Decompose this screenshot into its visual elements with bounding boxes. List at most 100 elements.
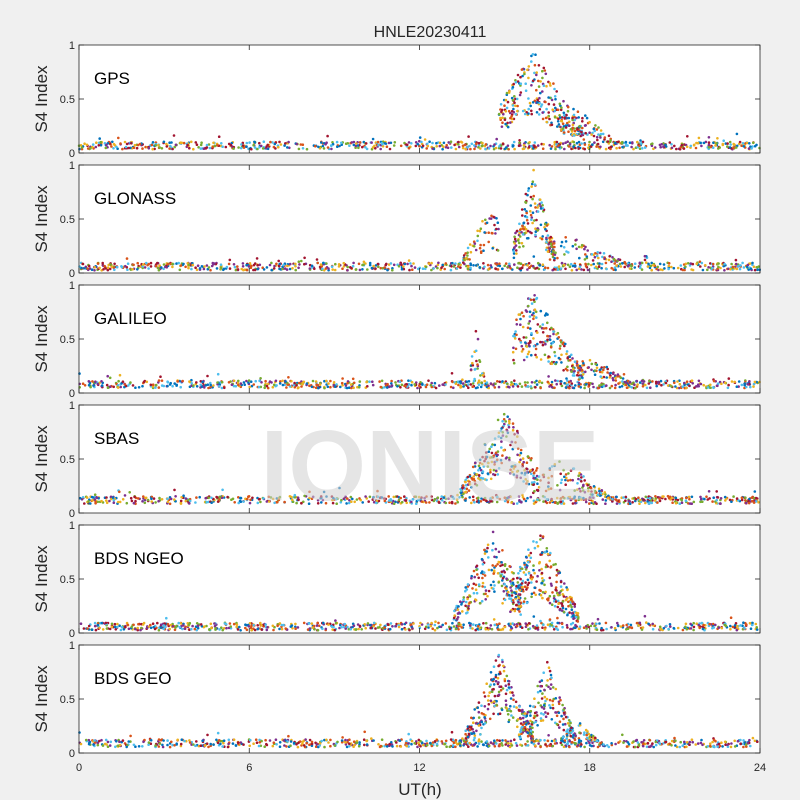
baseline-point bbox=[366, 268, 369, 271]
baseline-point bbox=[364, 146, 367, 149]
baseline-point bbox=[524, 622, 527, 625]
baseline-point bbox=[200, 385, 204, 389]
burst-point bbox=[549, 84, 552, 87]
burst-point bbox=[522, 227, 526, 231]
baseline-point bbox=[257, 498, 261, 501]
burst-point bbox=[529, 204, 533, 207]
baseline-point bbox=[168, 383, 172, 386]
baseline-point bbox=[126, 262, 130, 266]
baseline-point bbox=[251, 496, 254, 500]
baseline-point bbox=[247, 381, 250, 384]
baseline-point bbox=[561, 625, 564, 629]
baseline-point bbox=[598, 384, 601, 387]
baseline-point bbox=[108, 376, 112, 380]
burst-point bbox=[593, 369, 597, 372]
baseline-point bbox=[691, 262, 695, 266]
baseline-point bbox=[647, 622, 650, 626]
baseline-point bbox=[314, 144, 317, 148]
baseline-point bbox=[644, 495, 648, 499]
baseline-point bbox=[597, 265, 601, 269]
baseline-point bbox=[87, 383, 91, 387]
baseline-point bbox=[670, 496, 674, 500]
baseline-point bbox=[95, 496, 99, 500]
baseline-point bbox=[473, 147, 476, 151]
burst-point bbox=[595, 128, 599, 131]
baseline-point bbox=[638, 502, 641, 506]
burst-point bbox=[578, 375, 581, 379]
baseline-point bbox=[439, 625, 443, 629]
baseline-point bbox=[352, 381, 356, 385]
baseline-point bbox=[247, 379, 251, 382]
baseline-point bbox=[219, 263, 223, 267]
baseline-point bbox=[248, 141, 251, 144]
baseline-point bbox=[383, 142, 387, 145]
baseline-point bbox=[436, 626, 439, 630]
figure-title: HNLE20230411 bbox=[374, 24, 487, 41]
baseline-point bbox=[154, 264, 158, 268]
baseline-point bbox=[315, 624, 319, 627]
baseline-point bbox=[330, 144, 333, 147]
baseline-point bbox=[628, 141, 632, 144]
burst-point bbox=[532, 314, 536, 318]
baseline-point bbox=[303, 256, 306, 260]
baseline-point bbox=[596, 138, 599, 142]
baseline-point bbox=[577, 627, 581, 631]
baseline-point bbox=[412, 622, 415, 625]
baseline-point bbox=[400, 267, 404, 271]
baseline-point bbox=[641, 385, 645, 388]
baseline-point bbox=[498, 264, 502, 268]
baseline-point bbox=[407, 379, 410, 383]
baseline-point bbox=[538, 264, 542, 267]
baseline-point bbox=[275, 497, 279, 500]
baseline-point bbox=[517, 261, 520, 265]
burst-point bbox=[526, 68, 529, 72]
baseline-point bbox=[123, 494, 127, 497]
baseline-point bbox=[347, 501, 351, 505]
baseline-point bbox=[584, 625, 588, 628]
baseline-point bbox=[745, 623, 748, 626]
baseline-point bbox=[566, 379, 569, 383]
baseline-point bbox=[329, 379, 332, 383]
burst-point bbox=[462, 261, 465, 264]
baseline-point bbox=[467, 386, 470, 390]
baseline-point bbox=[365, 380, 368, 384]
baseline-point bbox=[550, 624, 554, 627]
baseline-point bbox=[298, 263, 301, 266]
baseline-point bbox=[157, 499, 160, 503]
baseline-point bbox=[242, 146, 246, 149]
baseline-point bbox=[471, 385, 475, 389]
baseline-point bbox=[258, 379, 261, 383]
burst-point bbox=[537, 79, 540, 83]
baseline-point bbox=[574, 626, 577, 630]
baseline-point bbox=[585, 627, 588, 630]
burst-point bbox=[545, 120, 548, 124]
baseline-point bbox=[437, 621, 440, 625]
burst-point bbox=[576, 373, 579, 377]
baseline-point bbox=[239, 382, 243, 385]
baseline-point bbox=[685, 496, 688, 500]
burst-point bbox=[513, 95, 516, 98]
baseline-point bbox=[416, 386, 419, 390]
baseline-point bbox=[721, 142, 725, 146]
burst-point bbox=[556, 125, 559, 128]
baseline-point bbox=[735, 146, 738, 149]
burst-point bbox=[571, 244, 575, 248]
burst-point bbox=[569, 128, 573, 131]
baseline-point bbox=[194, 266, 197, 270]
burst-point bbox=[537, 64, 541, 67]
burst-point bbox=[619, 376, 623, 380]
baseline-point bbox=[340, 141, 343, 145]
baseline-point bbox=[742, 621, 745, 624]
burst-point bbox=[533, 219, 536, 222]
baseline-point bbox=[565, 377, 568, 380]
baseline-point bbox=[99, 143, 103, 147]
burst-point bbox=[544, 326, 548, 330]
burst-point bbox=[538, 325, 542, 328]
baseline-point bbox=[228, 267, 232, 270]
baseline-point bbox=[183, 627, 187, 631]
baseline-point bbox=[277, 264, 281, 268]
burst-point bbox=[525, 218, 529, 222]
baseline-point bbox=[427, 626, 430, 629]
baseline-point bbox=[432, 267, 435, 270]
burst-point bbox=[487, 231, 491, 234]
